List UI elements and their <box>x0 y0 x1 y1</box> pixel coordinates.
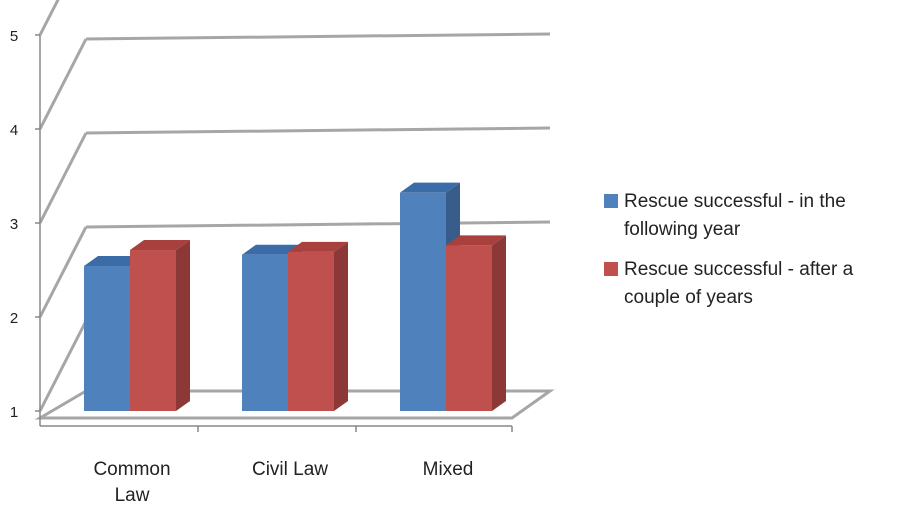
y-tick-label: 1 <box>10 404 18 421</box>
gridline <box>85 126 551 135</box>
x-tick-label: Common <box>93 459 170 480</box>
x-tick-label: Mixed <box>423 459 474 480</box>
bar <box>288 251 334 411</box>
x-tick-label: Law <box>115 485 150 506</box>
legend-item-series-1: Rescue successful - in the following yea… <box>604 188 904 244</box>
wall-edge <box>38 0 60 36</box>
bar-side <box>492 235 506 411</box>
bar <box>400 192 446 411</box>
y-tick-label: 2 <box>10 310 18 327</box>
chart-legend: Rescue successful - in the following yea… <box>604 188 904 324</box>
legend-swatch-series-1 <box>604 194 618 208</box>
legend-swatch-series-2 <box>604 262 618 276</box>
wall-edge <box>38 38 88 130</box>
wall-edge <box>38 132 88 224</box>
bar <box>130 250 176 411</box>
legend-label-series-1: Rescue successful - in the following yea… <box>624 191 846 240</box>
bar-top <box>400 182 460 193</box>
bar <box>242 254 288 411</box>
wall-edge <box>38 226 88 318</box>
gridline <box>85 220 551 229</box>
bar-top <box>84 256 144 266</box>
bar-top <box>446 235 506 246</box>
wall-edge <box>38 320 88 412</box>
bar-top <box>130 240 190 251</box>
bar-top <box>288 241 348 252</box>
y-tick-label: 3 <box>10 216 18 233</box>
x-tick-label: Civil Law <box>252 459 328 480</box>
y-tick-label: 4 <box>10 122 18 139</box>
floor-plane <box>34 389 555 420</box>
bar-side <box>176 240 190 411</box>
gridline <box>85 32 551 41</box>
bar <box>446 245 492 411</box>
legend-item-series-2: Rescue successful - after a couple of ye… <box>604 256 904 312</box>
y-tick-label: 5 <box>10 28 18 45</box>
legend-label-series-2: Rescue successful - after a couple of ye… <box>624 259 854 308</box>
bar-top <box>242 244 302 255</box>
bar-side <box>334 241 348 411</box>
bar <box>84 266 130 411</box>
